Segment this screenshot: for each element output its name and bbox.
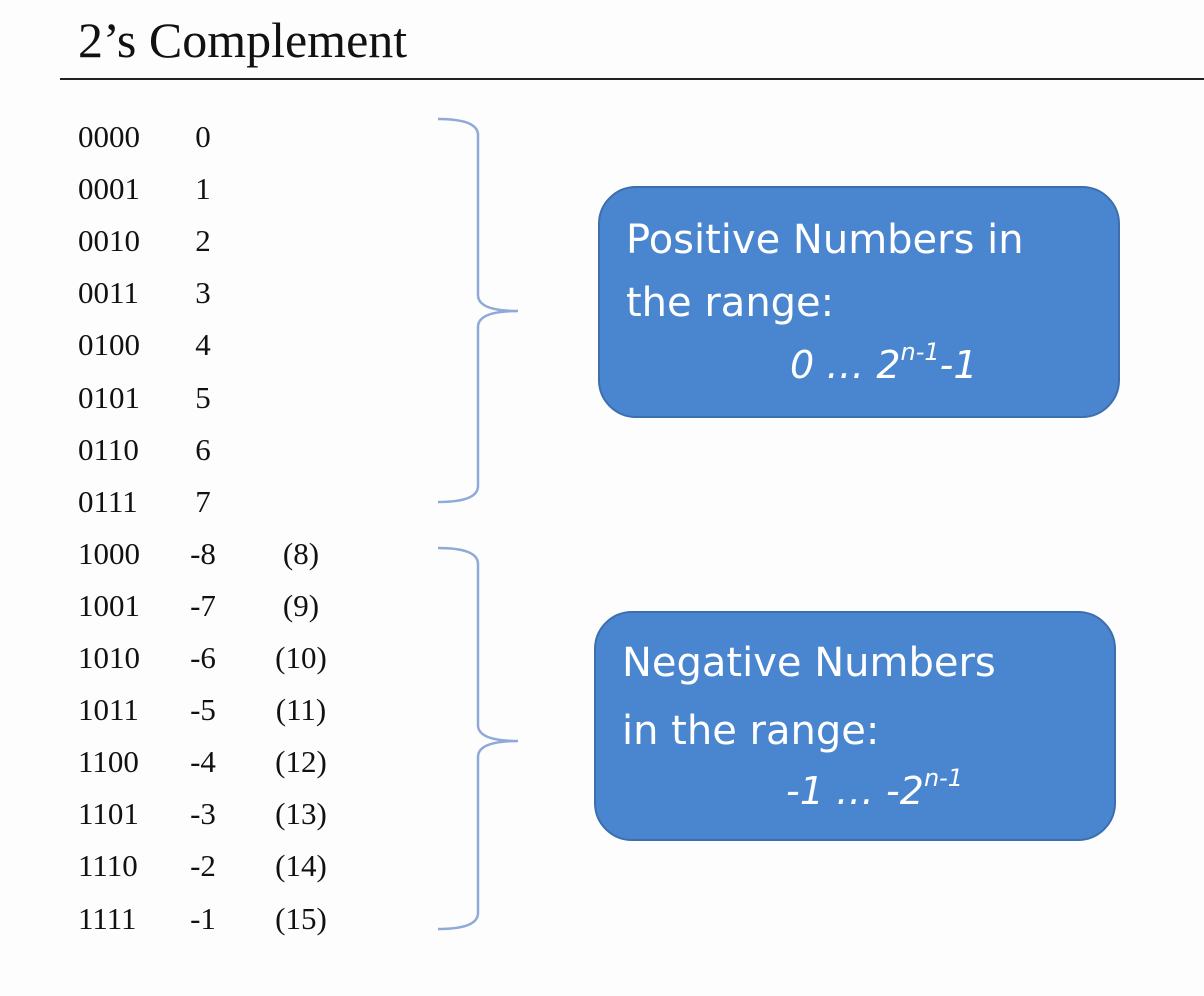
signed-value: -2 [190,848,216,884]
title-divider [60,78,1204,80]
signed-value: -8 [190,535,216,571]
signed-value: -5 [190,692,216,728]
unsigned-value: (12) [275,744,327,780]
binary-code: 1010 [78,640,140,675]
binary-code: 1101 [78,796,139,832]
signed-value: 2 [195,223,211,259]
positive-range-formula: 0 … 2n-1-1 [790,338,978,389]
signed-value: 6 [195,431,211,467]
negative-range-brace [437,546,519,931]
negative-callout-line-1: Negative Numbers [622,640,996,686]
negative-formula-start: -1 … -2 [786,769,924,813]
binary-code: 0001 [78,171,140,207]
table-row: 1010 -6 (10) [0,638,360,678]
positive-formula-start: 0 … 2 [790,343,901,387]
signed-value: 7 [195,483,211,519]
positive-formula-exponent: n-1 [900,338,940,367]
table-row: 1011 -5 (11) [0,690,360,730]
unsigned-value: (15) [275,900,327,936]
binary-code: 1110 [78,848,138,884]
unsigned-value: (14) [275,848,327,884]
signed-value: 5 [195,379,211,415]
unsigned-value: (13) [275,796,327,832]
binary-code: 0110 [78,431,139,467]
positive-formula-end: -1 [939,343,978,387]
signed-value: -7 [190,587,216,623]
table-row: 0001 1 [0,169,360,209]
table-row: 0101 5 [0,378,360,418]
signed-value: 3 [195,275,211,311]
table-row: 0111 7 [0,482,360,522]
binary-code: 0011 [78,275,139,311]
table-row: 1100 -4 (12) [0,742,360,782]
signed-value: -3 [190,796,216,832]
negative-range-formula: -1 … -2n-1 [786,764,964,815]
table-row: 0110 6 [0,430,360,470]
table-row: 1101 -3 (13) [0,794,360,834]
table-row: 0010 2 [0,221,360,261]
binary-code: 0101 [78,379,140,415]
positive-callout-line-1: Positive Numbers in [626,217,1024,263]
signed-value: 0 [195,119,211,154]
positive-range-brace [437,117,519,504]
binary-code: 1111 [78,900,137,936]
table-row: 0011 3 [0,273,360,313]
negative-range-callout: Negative Numbers in the range: -1 … -2n-… [594,611,1116,841]
table-row: 1111 -1 (15) [0,899,360,939]
table-row: 1110 -2 (14) [0,846,360,886]
negative-callout-line-2: in the range: [622,708,880,754]
signed-value: -1 [190,900,216,936]
unsigned-value: (11) [275,692,327,728]
table-row: 1000 -8 (8) [0,534,360,574]
unsigned-value: (8) [282,535,320,571]
table-row: 0100 4 [0,325,360,365]
table-row: 0000 0 [0,117,360,157]
unsigned-value: (9) [282,587,320,623]
signed-value: -6 [190,640,216,675]
negative-formula-exponent: n-1 [923,764,964,793]
signed-value: -4 [190,744,216,780]
unsigned-value: (10) [275,640,327,675]
binary-code: 0010 [78,223,140,259]
signed-value: 1 [195,171,211,207]
binary-code: 0111 [78,483,138,519]
positive-range-callout: Positive Numbers in the range: 0 … 2n-1-… [598,186,1120,418]
binary-code: 1000 [78,535,140,571]
positive-callout-line-2: the range: [626,280,835,326]
binary-code: 0100 [78,327,140,363]
binary-code: 1001 [78,587,140,623]
table-row: 1001 -7 (9) [0,586,360,626]
page-title: 2’s Complement [78,12,408,68]
signed-value: 4 [195,327,211,363]
binary-code: 1011 [78,692,139,728]
binary-code: 0000 [78,119,140,154]
binary-code: 1100 [78,744,139,780]
